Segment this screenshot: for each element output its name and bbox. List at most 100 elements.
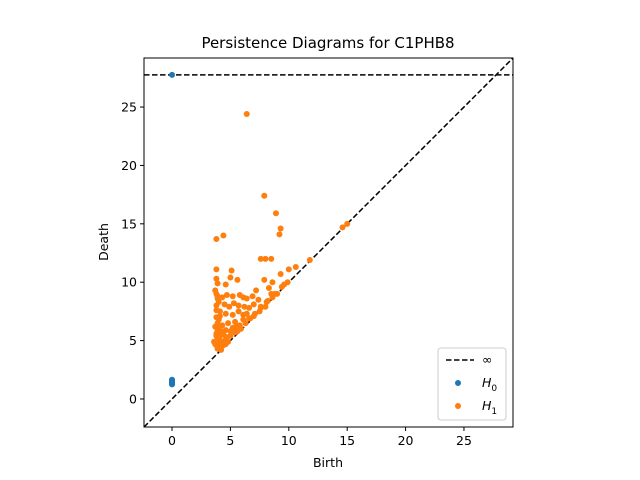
h1-point [232,318,239,325]
h1-point [214,280,221,287]
x-tick-label: 5 [226,433,234,448]
legend: ∞ H0 H1 [437,347,507,421]
h1-point [213,332,220,339]
legend-infinity-label: ∞ [482,352,492,367]
x-tick-label: 10 [281,433,297,448]
x-tick-label: 25 [456,433,472,448]
legend-h0-main: H [482,375,492,390]
h1-point [213,235,220,242]
legend-h1-marker [455,403,461,409]
h1-point [269,279,276,286]
h1-point [257,304,264,311]
h1-point [215,324,222,331]
y-tick-label: 25 [121,100,137,115]
h1-point [284,279,291,286]
h1-point [243,295,250,302]
h1-point [241,303,248,310]
h1-point [344,220,351,227]
plot-frame [143,57,514,428]
h1-point [272,210,279,217]
h1-point [250,301,257,308]
h1-point [278,283,285,290]
h1-point [243,111,250,118]
y-tick-label: 15 [121,216,137,231]
h1-point [257,255,264,262]
h1-point [262,303,269,310]
h1-point [242,320,249,327]
h1-point [277,225,284,232]
h1-point [213,275,220,282]
h1-point [216,308,223,315]
h0-point [169,71,176,78]
h1-point [243,310,250,317]
h1-point [237,325,244,332]
h1-point [306,257,313,264]
legend-h1-sub: 1 [491,407,497,417]
legend-h0-label: H0 [482,375,497,394]
h1-point [219,294,226,301]
x-tick-label: 0 [168,433,176,448]
h1-point [261,276,268,283]
x-tick-label: 20 [398,433,414,448]
legend-h1-label: H1 [482,398,497,417]
h1-point [276,231,283,238]
h1-point [222,310,229,317]
h1-point [246,304,253,311]
y-tick-label: 5 [129,333,137,348]
h1-point [247,315,254,322]
x-axis-ticks: 0 5 10 15 20 25 [168,427,472,448]
chart-title: Persistence Diagrams for C1PHB8 [201,34,454,52]
y-axis-ticks: 0 5 10 15 20 25 [121,100,144,406]
legend-h1-main: H [482,398,492,413]
h1-point [222,327,229,334]
h1-point [213,302,220,309]
h1-point [214,295,221,302]
h1-point [227,274,234,281]
h1-point [251,310,258,317]
h0-point [169,376,176,383]
x-tick-label: 15 [339,433,355,448]
h1-point [225,320,232,327]
plot-area [143,57,514,428]
h1-point [264,297,271,304]
h1-point [339,224,346,231]
y-tick-label: 0 [129,391,137,406]
h1-point [228,267,235,274]
points-layer [169,71,351,388]
h1-point [292,264,299,271]
h1-point [262,255,269,262]
h1-point [277,271,284,278]
h1-point [222,341,229,348]
y-tick-label: 20 [121,158,137,173]
h1-point [222,281,229,288]
h1-point [285,266,292,273]
h1-point [265,285,272,292]
h1-point [233,323,240,330]
legend-h0-sub: 0 [491,384,497,394]
legend-frame [437,347,507,421]
h1-point [235,308,242,315]
h1-point [216,313,223,320]
y-tick-label: 10 [121,275,137,290]
h1-point [235,302,242,309]
h1-point [268,255,275,262]
diagonal-reference-line [143,57,514,428]
h1-point [249,293,256,300]
h1-point [223,292,230,299]
h1-point [229,311,236,318]
h1-point [229,293,236,300]
legend-h0-marker [455,380,461,386]
h1-point [271,290,278,297]
h1-point [226,303,233,310]
h1-point [227,332,234,339]
y-axis-label: Death [96,223,111,261]
h1-point [213,266,220,273]
x-axis-label: Birth [313,455,343,470]
h1-point [212,341,219,348]
h1-point [253,287,260,294]
h1-point [221,301,228,308]
h1-point [220,232,227,239]
h1-point [255,296,262,303]
